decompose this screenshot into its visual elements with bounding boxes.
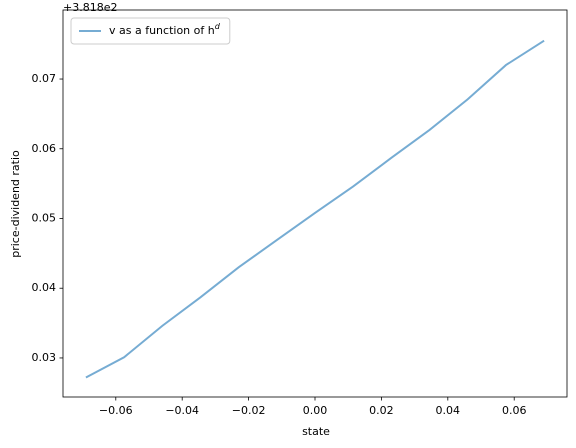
x-axis-label: state	[302, 425, 330, 438]
y-tick-label: 0.03	[32, 351, 57, 364]
plot-frame	[62, 9, 568, 398]
legend-label: v as a function of hd	[109, 22, 221, 38]
y-tick-label: 0.06	[32, 142, 57, 155]
x-tick-label: 0.06	[502, 404, 527, 417]
x-tick-label: 0.02	[369, 404, 394, 417]
offset-label: +3.818e2	[63, 1, 117, 14]
y-axis-label: price-dividend ratio	[9, 150, 22, 258]
legend	[70, 17, 231, 45]
y-tick-label: 0.07	[32, 72, 57, 85]
y-tick-label: 0.05	[32, 211, 57, 224]
x-tick-label: −0.04	[165, 404, 199, 417]
x-tick-label: −0.02	[232, 404, 266, 417]
x-tick-label: 0.04	[436, 404, 461, 417]
line	[85, 39, 545, 379]
y-tick-label: 0.04	[32, 281, 57, 294]
x-tick-label: −0.06	[99, 404, 133, 417]
x-tick-label: 0.00	[303, 404, 328, 417]
